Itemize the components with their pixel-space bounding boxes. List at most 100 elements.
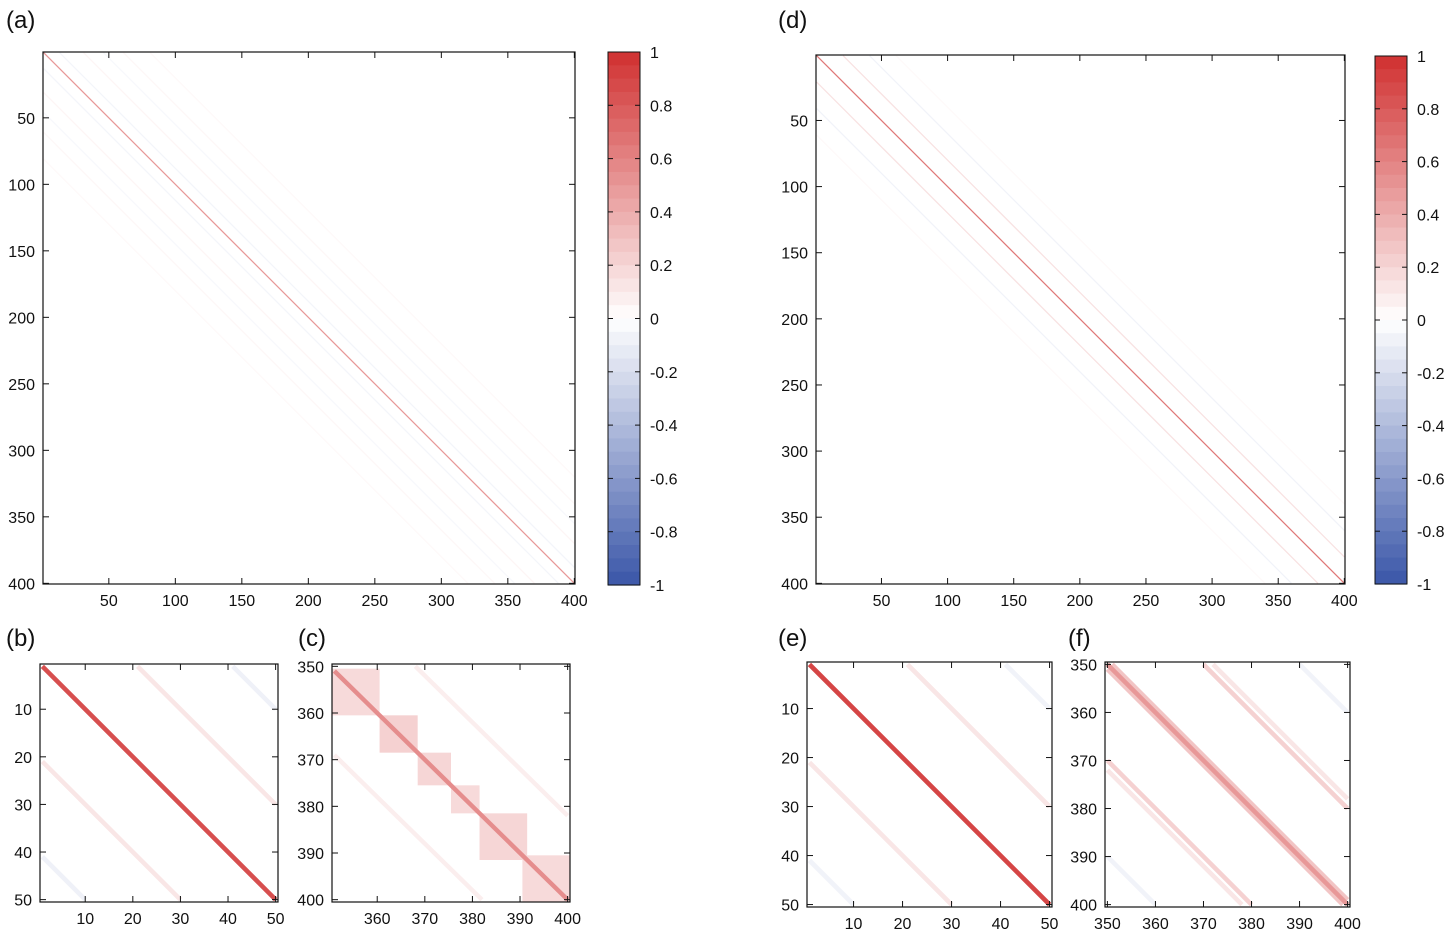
heatmap-e-x-tick-label: 10	[845, 916, 863, 930]
heatmap-f-y-tick-label: 390	[1070, 850, 1097, 867]
heatmap-e-x-tick-label: 20	[894, 916, 912, 930]
heatmap-a-band-80	[149, 52, 575, 478]
heatmap-d-band--20	[816, 81, 1319, 584]
colorbar-d-step	[1375, 148, 1407, 163]
colorbar-d-step	[1375, 174, 1407, 189]
heatmap-d-band--40	[816, 108, 1292, 584]
colorbar-d-step	[1375, 544, 1407, 559]
colorbar-a-tick-label: 0.4	[650, 205, 672, 222]
colorbar-a-step	[608, 518, 640, 533]
colorbar-a-step	[608, 318, 640, 333]
heatmap-b-band-40	[231, 664, 278, 711]
colorbar-d-step	[1375, 425, 1407, 440]
panel-label-b: (b)	[6, 625, 35, 652]
heatmap-f-x-tick-label: 390	[1286, 916, 1313, 930]
frames-layer	[39, 51, 1408, 908]
heatmap-f-x-tick-label: 400	[1334, 916, 1361, 930]
heatmap-e-frame	[806, 661, 1053, 908]
heatmap-b-cells	[40, 664, 278, 902]
colorbar-d-step	[1375, 95, 1407, 110]
heatmap-d-x-tick-label: 200	[1066, 593, 1093, 610]
heatmap-c-x-tick-label: 380	[459, 911, 486, 928]
heatmap-b-y-tick-label: 10	[14, 702, 32, 719]
colorbar-a-step	[608, 385, 640, 400]
heatmap-b-band--20	[40, 759, 183, 902]
heatmap-e-x-tick-label: 40	[992, 916, 1010, 930]
heatmap-b-x-tick-label: 50	[267, 911, 285, 928]
heatmap-f-band--22	[1105, 768, 1244, 907]
heatmap-b-y-tick-label: 40	[14, 845, 32, 862]
colorbar-d-step	[1375, 214, 1407, 229]
heatmap-b-x-tick-label: 30	[172, 911, 190, 928]
colorbar-d-step	[1375, 280, 1407, 295]
heatmap-b-y-tick-label: 30	[14, 797, 32, 814]
heatmap-c-x-tick-label: 390	[507, 911, 534, 928]
colorbar-d-step	[1375, 557, 1407, 572]
colorbar-d-tick-label: 0.4	[1417, 207, 1439, 224]
colorbar-d-step	[1375, 478, 1407, 493]
heatmap-a-y-tick-label: 400	[8, 576, 35, 593]
heatmap-c-y-tick-label: 360	[297, 706, 324, 723]
heatmap-d-x-tick-label: 250	[1133, 593, 1160, 610]
colorbar-a-tick-label: 1	[650, 45, 659, 62]
heatmap-a-x-tick-label: 150	[228, 593, 255, 610]
heatmap-a-y-tick-label: 200	[8, 310, 35, 327]
heatmap-a-y-tick-label: 50	[17, 111, 35, 128]
heatmap-d-x-tick-label: 300	[1199, 593, 1226, 610]
colorbar-d-tick-label: -0.4	[1417, 419, 1445, 436]
colorbar-d-step	[1375, 161, 1407, 176]
colorbar-a-step	[608, 238, 640, 253]
heatmap-a-band--45	[43, 112, 515, 584]
colorbar-d-tick-label: 0	[1417, 313, 1426, 330]
heatmap-cells-layer	[40, 52, 1407, 907]
colorbar-a-step	[608, 171, 640, 186]
heatmap-b-y-tick-label: 50	[14, 893, 32, 910]
heatmap-c-band--18	[332, 753, 484, 902]
heatmap-e-cells	[807, 662, 1052, 907]
heatmap-f-y-tick-label: 380	[1070, 802, 1097, 819]
colorbar-a-step	[608, 211, 640, 226]
colorbar-d-step	[1375, 320, 1407, 334]
heatmap-e-y-tick-label: 50	[781, 898, 799, 915]
heatmap-a-y-tick-label: 150	[8, 244, 35, 261]
heatmap-a-x-tick-label: 50	[100, 593, 118, 610]
colorbar-a-tick-label: -0.8	[650, 525, 678, 542]
heatmap-a-band--12	[43, 68, 559, 584]
heatmap-e-y-tick-label: 40	[781, 849, 799, 866]
heatmap-d-y-tick-label: 50	[790, 113, 808, 130]
heatmap-d-cells	[816, 55, 1345, 584]
heatmap-d-x-tick-label: 50	[873, 593, 891, 610]
heatmap-e-diagonal	[807, 662, 1052, 907]
heatmap-d-y-tick-label: 250	[781, 378, 808, 395]
text-layer: 50 100 150 200 250 300 350 40050100150200250300…	[6, 7, 1445, 930]
colorbar-a-step	[608, 531, 640, 546]
heatmap-c-y-tick-label: 380	[297, 799, 324, 816]
colorbar-d-step	[1375, 438, 1407, 453]
heatmap-b-x-tick-label: 40	[219, 911, 237, 928]
colorbar-a-step	[608, 91, 640, 106]
colorbar-a-step	[608, 451, 640, 466]
heatmap-b-band-20	[135, 664, 278, 807]
heatmap-c-y-tick-label: 400	[297, 893, 324, 910]
colorbar-a-step	[608, 118, 640, 133]
heatmap-d-band-60	[895, 55, 1345, 505]
heatmap-b-band--40	[40, 855, 87, 902]
colorbar-a-step	[608, 398, 640, 413]
colorbar-a-step	[608, 478, 640, 493]
colorbar-d-tick-label: -0.8	[1417, 524, 1445, 541]
colorbar-d-step	[1375, 201, 1407, 215]
colorbar-d-tick-label: 1	[1417, 49, 1426, 66]
heatmap-a-band--60	[43, 132, 495, 584]
colorbar-d-step	[1375, 386, 1407, 400]
colorbar-a-step	[608, 558, 640, 573]
heatmap-c-diagonal	[332, 669, 570, 902]
heatmap-e-band-20	[905, 662, 1052, 809]
colorbar-a-step	[608, 198, 640, 213]
colorbar-a-step	[608, 425, 640, 440]
colorbar-d-tick-label: -0.6	[1417, 471, 1445, 488]
colorbar-d-step	[1375, 465, 1407, 479]
colorbar-d-step	[1375, 306, 1407, 321]
heatmap-c-frame	[331, 663, 571, 903]
heatmap-d-band-40	[869, 55, 1345, 531]
